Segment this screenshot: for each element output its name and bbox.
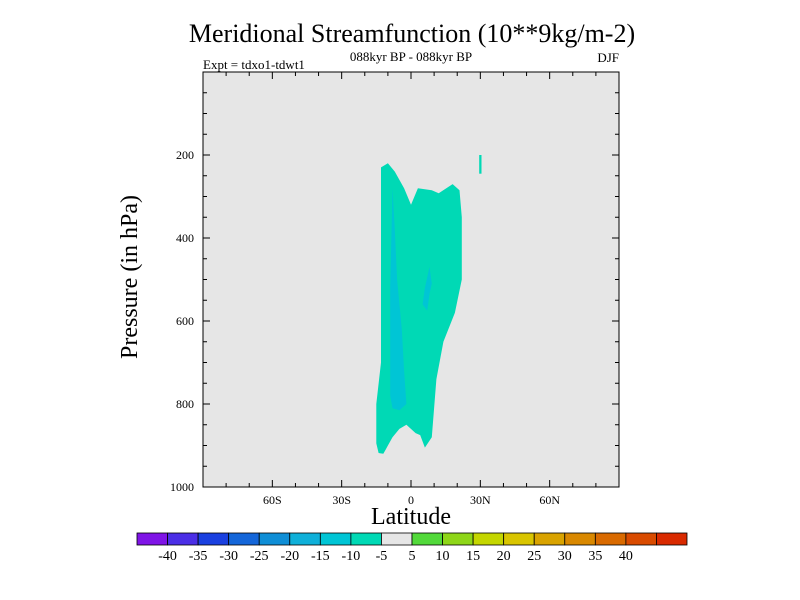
colorbar-label: -35 xyxy=(189,549,208,564)
y-tick-label: 200 xyxy=(176,148,194,162)
colorbar-label: 5 xyxy=(409,549,416,564)
y-axis: 200 400 600 800 1000 xyxy=(170,92,619,494)
x-tick-label: 0 xyxy=(408,493,414,507)
y-tick-label: 600 xyxy=(176,314,194,328)
x-tick-label: 30N xyxy=(470,493,491,507)
colorbar-swatch xyxy=(319,532,352,546)
colorbar-label: 15 xyxy=(466,549,480,564)
x-tick-label: 60N xyxy=(539,493,560,507)
x-tick-label: 60S xyxy=(263,493,282,507)
contour-region xyxy=(479,155,482,174)
colorbar-swatch xyxy=(503,532,535,546)
y-tick-label: 400 xyxy=(176,231,194,245)
colorbar-swatch xyxy=(228,532,260,546)
colorbar: -40 -35 -30 -25 -20 -15 -10 -5 5 10 15 20 25 30 35 40 xyxy=(136,532,688,564)
chart-title: Meridional Streamfunction (10**9kg/m-2) xyxy=(189,19,635,48)
colorbar-label: -20 xyxy=(280,549,299,564)
colorbar-swatch xyxy=(533,532,566,546)
colorbar-swatch xyxy=(167,532,199,546)
colorbar-swatch xyxy=(136,532,168,546)
colorbar-swatch xyxy=(289,532,321,546)
colorbar-label: 20 xyxy=(497,549,511,564)
colorbar-label: 25 xyxy=(527,549,541,564)
season-label: DJF xyxy=(597,50,619,65)
colorbar-label: -5 xyxy=(376,549,388,564)
colorbar-swatch xyxy=(472,532,505,546)
colorbar-swatch xyxy=(564,532,596,546)
colorbar-label: 35 xyxy=(588,549,602,564)
colorbar-label: 30 xyxy=(558,549,572,564)
contour-regions xyxy=(376,155,482,454)
colorbar-swatch xyxy=(625,532,657,546)
colorbar-label: 40 xyxy=(619,549,633,564)
colorbar-swatch xyxy=(594,532,627,546)
colorbar-label: -40 xyxy=(158,549,177,564)
y-axis-label: Pressure (in hPa) xyxy=(117,195,143,359)
x-axis: 60S 30S 0 30N 60N xyxy=(202,72,620,507)
colorbar-swatch xyxy=(381,532,413,546)
colorbar-label: -15 xyxy=(311,549,330,564)
y-tick-label: 1000 xyxy=(170,480,194,494)
colorbar-swatch xyxy=(656,532,688,546)
chart-subtitle: 088kyr BP - 088kyr BP xyxy=(350,49,472,64)
colorbar-label: 10 xyxy=(436,549,450,564)
contour-region xyxy=(390,188,407,411)
colorbar-swatch xyxy=(411,532,443,546)
colorbar-label: -30 xyxy=(219,549,238,564)
colorbar-label: -10 xyxy=(342,549,361,564)
x-tick-label: 30S xyxy=(332,493,351,507)
colorbar-swatch xyxy=(258,532,291,546)
colorbar-label: -25 xyxy=(250,549,269,564)
y-tick-label: 800 xyxy=(176,397,194,411)
colorbar-swatch xyxy=(197,532,230,546)
x-axis-label: Latitude xyxy=(371,504,451,530)
colorbar-swatch xyxy=(350,532,382,546)
colorbar-swatch xyxy=(442,532,474,546)
experiment-label: Expt = tdxo1-tdwt1 xyxy=(203,57,305,72)
contour-region xyxy=(422,267,432,311)
